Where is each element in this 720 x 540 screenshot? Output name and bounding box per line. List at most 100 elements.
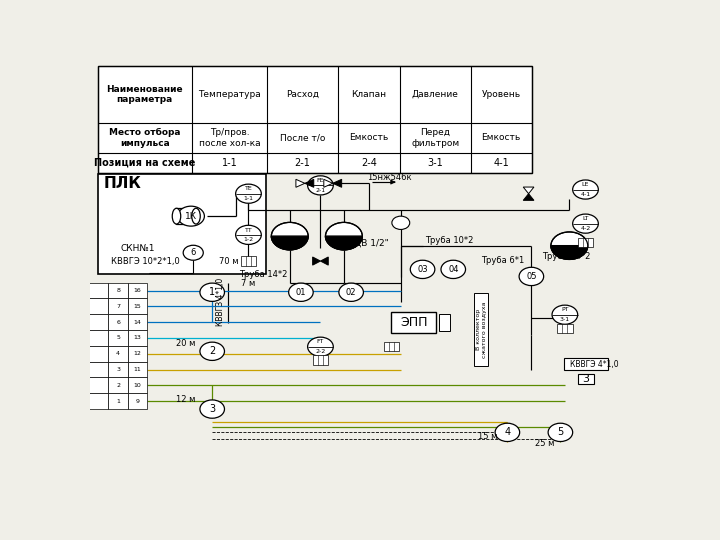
Text: 2-1: 2-1 (294, 158, 310, 168)
Bar (128, 299, 148, 314)
Bar (109, 330, 128, 346)
Circle shape (289, 283, 313, 301)
Circle shape (183, 245, 203, 260)
Text: КВВГЭ 10*2*1,0: КВВГЭ 10*2*1,0 (111, 256, 180, 266)
Text: 14: 14 (134, 320, 142, 325)
Bar (128, 346, 148, 362)
Polygon shape (523, 194, 534, 200)
Bar (384, 342, 399, 352)
Circle shape (410, 260, 435, 279)
Polygon shape (325, 236, 362, 250)
Text: КВВГЭ 4*1,0: КВВГЭ 4*1,0 (570, 360, 618, 369)
Text: 8: 8 (116, 288, 120, 293)
Text: КВВГЗ 4*1,0: КВВГЗ 4*1,0 (215, 278, 225, 326)
Text: Место отбора
импульса: Место отбора импульса (109, 128, 181, 148)
Text: 5: 5 (557, 427, 564, 437)
Circle shape (519, 267, 544, 286)
Bar (176, 208, 196, 224)
Text: ЭПП: ЭПП (400, 316, 428, 329)
Bar (109, 346, 128, 362)
Bar (312, 355, 328, 364)
Text: ТТ: ТТ (245, 227, 252, 233)
Text: Труба 10*2: Труба 10*2 (425, 236, 473, 245)
Text: 1-2: 1-2 (243, 237, 253, 242)
Text: Труба 6*1: Труба 6*1 (481, 256, 524, 265)
Bar (474, 294, 488, 366)
Text: Уровень: Уровень (482, 90, 521, 99)
Bar (128, 377, 148, 393)
Bar (578, 374, 594, 384)
Bar (89, 393, 109, 409)
Text: 16: 16 (134, 288, 142, 293)
Text: 15 м: 15 м (478, 433, 498, 441)
Text: 13: 13 (134, 335, 142, 341)
Text: СКН№1: СКН№1 (121, 244, 156, 253)
Circle shape (307, 337, 333, 356)
Circle shape (495, 423, 520, 442)
Text: В коллектор
сжатого воздуха: В коллектор сжатого воздуха (476, 301, 487, 358)
Text: 4-2: 4-2 (580, 226, 590, 231)
Bar (109, 282, 128, 299)
Bar (109, 299, 128, 314)
Bar (89, 314, 109, 330)
Text: Клапан: Клапан (351, 90, 387, 99)
Polygon shape (296, 179, 305, 187)
Text: 3: 3 (582, 374, 590, 384)
Text: 25 м: 25 м (535, 438, 554, 448)
Text: 9: 9 (135, 399, 140, 404)
Bar (128, 393, 148, 409)
Text: 7: 7 (116, 304, 120, 309)
Bar (564, 358, 608, 370)
Text: PT: PT (561, 307, 569, 313)
Text: 4: 4 (504, 427, 510, 437)
Bar (128, 314, 148, 330)
Text: 6: 6 (191, 248, 196, 257)
Text: ПЛК: ПЛК (104, 176, 141, 191)
Polygon shape (320, 257, 328, 265)
Bar (109, 393, 128, 409)
Bar (89, 346, 109, 362)
Text: 3: 3 (209, 404, 215, 414)
Circle shape (392, 216, 410, 229)
Bar (577, 238, 593, 247)
Text: 20 м: 20 м (176, 339, 196, 348)
Bar (109, 377, 128, 393)
Text: 3-1: 3-1 (559, 317, 570, 322)
Circle shape (552, 305, 577, 324)
Text: Расход: Расход (286, 90, 319, 99)
Text: 4: 4 (116, 352, 120, 356)
Polygon shape (523, 187, 534, 194)
Text: 05: 05 (526, 272, 536, 281)
Polygon shape (312, 257, 320, 265)
Text: 70 м: 70 м (220, 256, 239, 266)
Text: Емкость: Емкость (482, 133, 521, 143)
Ellipse shape (172, 208, 181, 224)
Text: Труба 14*2: Труба 14*2 (542, 252, 590, 261)
Text: Труба 14*2: Труба 14*2 (240, 270, 288, 279)
Text: 7 м: 7 м (240, 279, 255, 288)
Text: 1-1: 1-1 (243, 196, 253, 201)
Bar (98, 66, 532, 173)
Text: 5: 5 (116, 335, 120, 341)
Bar (98, 174, 266, 274)
Text: 1: 1 (209, 287, 215, 297)
Bar (89, 299, 109, 314)
Circle shape (441, 260, 466, 279)
Text: 15нж546к: 15нж546к (366, 173, 411, 181)
Text: FT: FT (317, 340, 324, 345)
Circle shape (572, 180, 598, 199)
Text: 2: 2 (116, 383, 120, 388)
Text: Перед
фильтром: Перед фильтром (411, 129, 459, 147)
Text: 1: 1 (116, 399, 120, 404)
Text: ВДВ 1/2": ВДВ 1/2" (348, 239, 389, 248)
Ellipse shape (192, 208, 200, 224)
Polygon shape (551, 246, 588, 259)
Text: 1К: 1К (185, 212, 197, 221)
Bar (89, 362, 109, 377)
Bar (89, 377, 109, 393)
Bar (89, 330, 109, 346)
Text: 2-4: 2-4 (361, 158, 377, 168)
Circle shape (235, 184, 261, 203)
Text: 6: 6 (116, 320, 120, 325)
Circle shape (339, 283, 364, 301)
